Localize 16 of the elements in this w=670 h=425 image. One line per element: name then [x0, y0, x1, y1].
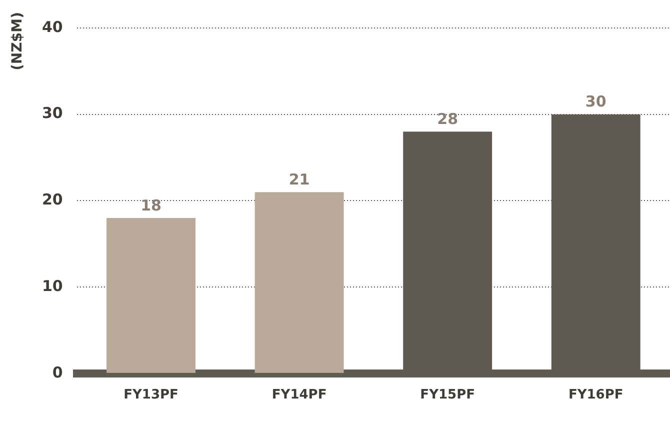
data-label: 18	[140, 196, 162, 214]
y-tick-label: 30	[42, 104, 63, 122]
bar	[106, 218, 196, 373]
data-label: 30	[585, 92, 606, 111]
data-label: 21	[288, 170, 310, 188]
x-tick-label: FY15PF	[420, 388, 475, 403]
y-tick-label: 10	[42, 276, 63, 295]
y-tick-label: 0	[52, 363, 63, 382]
x-tick-label: FY14PF	[272, 388, 327, 403]
x-tick-label: FY16PF	[568, 388, 624, 403]
y-tick-label: 20	[42, 190, 63, 209]
data-label: 28	[437, 110, 458, 128]
bar	[254, 192, 344, 373]
y-tick-label: 40	[42, 18, 63, 36]
y-axis-title: (NZ$M)	[10, 12, 26, 70]
x-tick-label: FY13PF	[124, 388, 178, 403]
